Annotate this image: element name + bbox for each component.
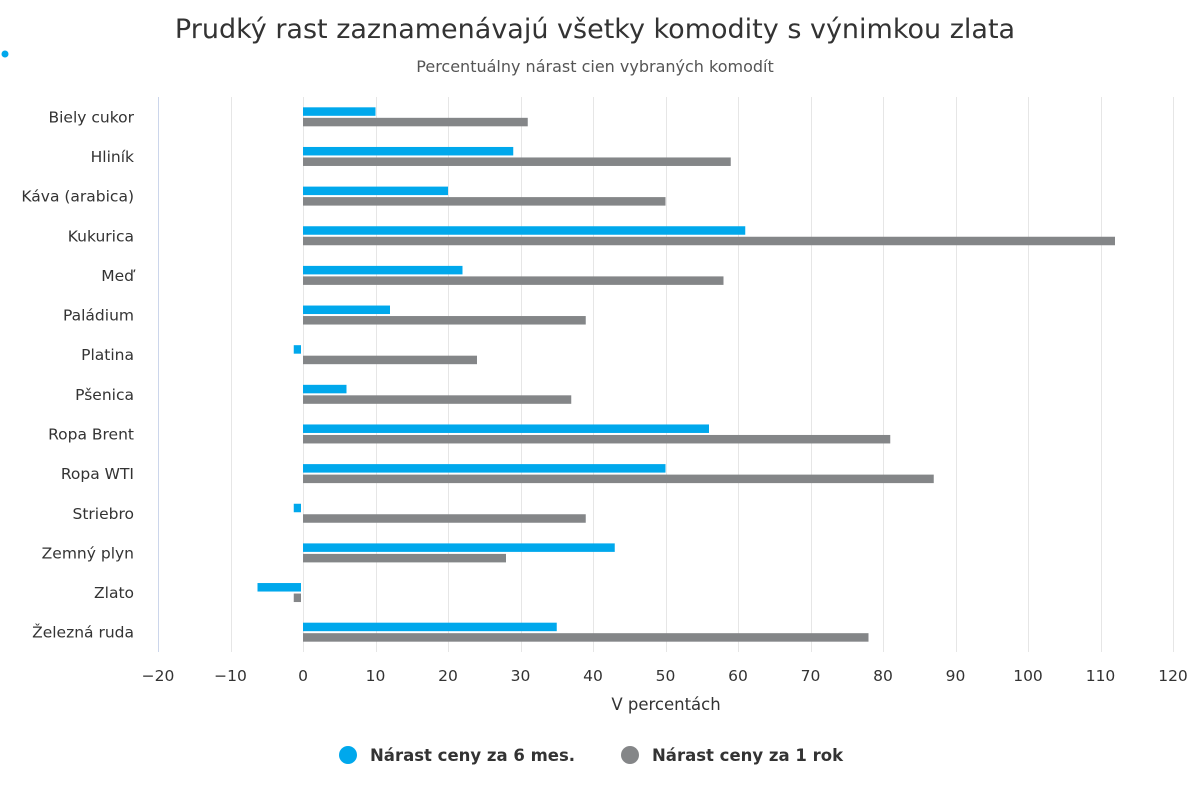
x-tick-label: 120 [1158, 667, 1188, 685]
x-axis-title: V percentách [611, 695, 720, 714]
legend-marker [621, 746, 639, 764]
bar-one-year[interactable] [303, 355, 477, 365]
bar-one-year[interactable] [303, 197, 666, 206]
bar-marks [257, 107, 1115, 642]
x-tick-label: 80 [873, 667, 893, 685]
x-tick-label: 0 [298, 667, 308, 685]
bar-six-month[interactable] [257, 583, 302, 592]
legend-marker [339, 746, 357, 764]
category-label: Meď [101, 267, 136, 285]
corner-dot [1, 50, 9, 58]
x-tick-label: 40 [583, 667, 603, 685]
category-label: Železná ruda [32, 623, 134, 642]
bar-one-year[interactable] [303, 434, 891, 444]
bar-six-month[interactable] [303, 543, 615, 552]
x-tick-label: 30 [511, 667, 531, 685]
x-tick-label: −20 [142, 667, 175, 685]
category-label: Paládium [63, 307, 134, 325]
legend-label: Nárast ceny za 6 mes. [370, 746, 575, 765]
x-tick-label: 10 [366, 667, 386, 685]
x-tick-label: 110 [1086, 667, 1116, 685]
category-label: Biely cukor [48, 108, 134, 126]
x-tick-label: 90 [946, 667, 966, 685]
bar-six-month[interactable] [293, 345, 301, 354]
x-tick-label: 100 [1013, 667, 1043, 685]
bar-one-year[interactable] [303, 633, 869, 642]
bar-one-year[interactable] [303, 117, 528, 127]
legend-label: Nárast ceny za 1 rok [652, 746, 844, 765]
category-labels: Biely cukor Hliník Káva (arabica) Kukurica M… [21, 108, 136, 641]
bar-six-month[interactable] [303, 384, 347, 394]
bar-six-month[interactable] [293, 503, 301, 513]
category-label: Pšenica [75, 386, 134, 404]
bar-one-year[interactable] [303, 276, 724, 285]
bar-six-month[interactable] [303, 265, 463, 275]
bar-six-month[interactable] [303, 305, 390, 315]
category-label: Hliník [91, 148, 134, 166]
bar-one-year[interactable] [303, 395, 572, 404]
category-label: Kukurica [68, 227, 134, 245]
legend-item-one-year[interactable]: Nárast ceny za 1 rok [621, 746, 844, 765]
bar-six-month[interactable] [303, 226, 746, 235]
legend-item-six-month[interactable]: Nárast ceny za 6 mes. [339, 746, 575, 765]
bar-one-year[interactable] [303, 474, 934, 484]
category-label: Zemný plyn [42, 544, 134, 562]
bar-one-year[interactable] [303, 236, 1115, 246]
bar-six-month[interactable] [303, 186, 448, 196]
bar-one-year[interactable] [303, 316, 586, 325]
chart-subtitle: Percentuálny nárast cien vybraných komod… [416, 57, 773, 76]
x-tick-label: 70 [801, 667, 821, 685]
bar-six-month[interactable] [303, 146, 514, 156]
x-tick-label: −10 [214, 667, 247, 685]
gridlines [158, 97, 1174, 652]
x-tick-labels: −20 −10 0 10 20 30 40 50 60 70 80 90 100 110 120 [142, 667, 1188, 685]
bar-six-month[interactable] [303, 424, 709, 433]
bar-one-year[interactable] [293, 593, 301, 603]
category-label: Zlato [94, 584, 134, 602]
chart-title: Prudký rast zaznamenávajú všetky komodit… [175, 14, 1015, 45]
category-label: Striebro [73, 505, 135, 523]
bar-one-year[interactable] [303, 553, 506, 563]
legend[interactable]: Nárast ceny za 6 mes. Nárast ceny za 1 ro… [339, 746, 844, 765]
x-tick-label: 60 [728, 667, 748, 685]
bar-one-year[interactable] [303, 157, 731, 166]
category-label: Káva (arabica) [21, 188, 134, 206]
x-tick-label: 50 [656, 667, 676, 685]
bar-six-month[interactable] [303, 622, 557, 632]
category-label: Ropa Brent [48, 426, 134, 444]
x-tick-label: 20 [438, 667, 458, 685]
bar-six-month[interactable] [303, 107, 376, 116]
bar-one-year[interactable] [303, 514, 586, 523]
category-label: Ropa WTI [61, 465, 134, 483]
category-label: Platina [81, 346, 134, 364]
bar-six-month[interactable] [303, 464, 666, 473]
